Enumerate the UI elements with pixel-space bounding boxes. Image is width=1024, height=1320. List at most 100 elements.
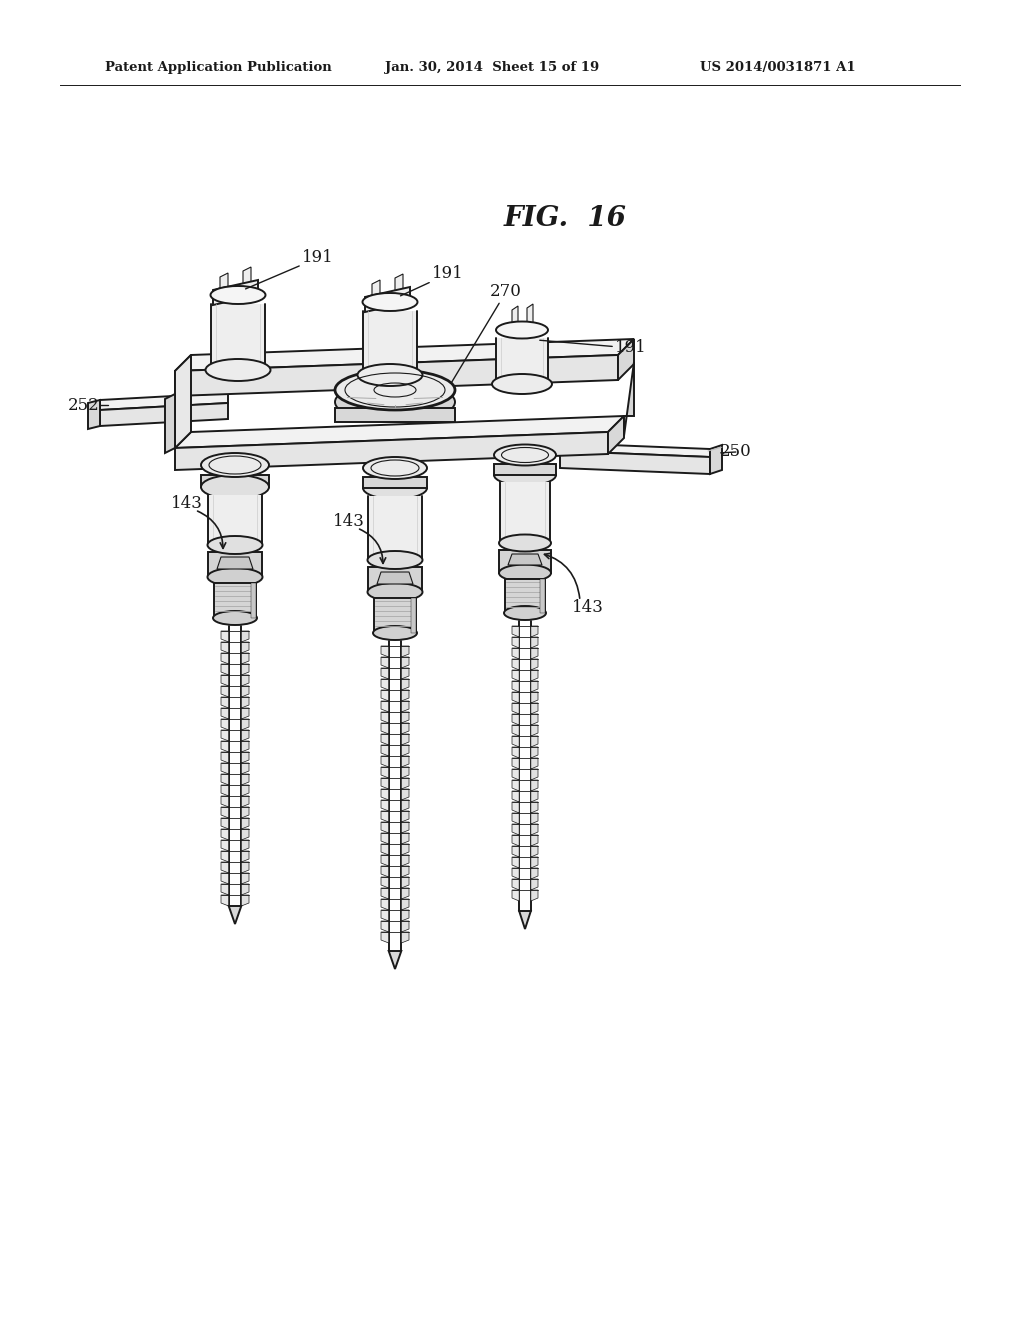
Ellipse shape [368,550,423,569]
Ellipse shape [362,457,427,479]
Polygon shape [221,697,228,708]
Polygon shape [512,306,518,335]
Text: 143: 143 [572,599,604,616]
Polygon shape [401,711,409,723]
Polygon shape [530,813,538,824]
Polygon shape [530,638,538,648]
Ellipse shape [211,286,265,304]
Text: 143: 143 [171,495,203,511]
Polygon shape [530,659,538,671]
Polygon shape [381,767,389,777]
Polygon shape [368,568,422,591]
Polygon shape [242,741,249,752]
Ellipse shape [362,477,427,499]
Polygon shape [221,653,228,664]
Polygon shape [401,921,409,932]
Polygon shape [221,829,228,840]
Polygon shape [499,550,551,573]
Polygon shape [362,477,427,488]
Polygon shape [505,579,545,612]
Polygon shape [221,774,228,785]
Polygon shape [401,876,409,888]
Ellipse shape [499,565,551,582]
Polygon shape [242,686,249,697]
Polygon shape [624,362,634,436]
Polygon shape [512,846,519,857]
Polygon shape [242,818,249,829]
Ellipse shape [335,370,455,411]
Text: FIG.  16: FIG. 16 [504,205,627,231]
Polygon shape [100,403,228,426]
Polygon shape [242,807,249,818]
Polygon shape [530,791,538,803]
Polygon shape [401,767,409,777]
Polygon shape [512,824,519,836]
Ellipse shape [494,445,556,466]
Polygon shape [381,909,389,921]
Polygon shape [512,879,519,890]
Ellipse shape [368,583,423,601]
Ellipse shape [494,465,556,486]
Polygon shape [381,843,389,855]
Polygon shape [221,719,228,730]
Text: US 2014/0031871 A1: US 2014/0031871 A1 [700,62,856,74]
Polygon shape [221,873,228,884]
Polygon shape [221,708,228,719]
Polygon shape [221,741,228,752]
Polygon shape [381,866,389,876]
Ellipse shape [208,568,262,586]
Polygon shape [512,714,519,725]
Polygon shape [242,862,249,873]
Polygon shape [512,791,519,803]
Polygon shape [381,744,389,756]
Polygon shape [530,681,538,692]
Polygon shape [401,899,409,909]
Polygon shape [381,833,389,843]
Ellipse shape [201,475,269,499]
Polygon shape [401,810,409,822]
Polygon shape [512,857,519,869]
Polygon shape [411,598,416,634]
Ellipse shape [335,381,455,422]
Polygon shape [217,557,253,569]
Polygon shape [530,780,538,791]
Polygon shape [401,734,409,744]
Polygon shape [221,840,228,851]
Polygon shape [530,836,538,846]
Polygon shape [175,432,608,470]
Polygon shape [381,734,389,744]
Polygon shape [242,730,249,741]
Polygon shape [530,824,538,836]
Polygon shape [242,697,249,708]
Polygon shape [381,921,389,932]
Polygon shape [401,645,409,657]
Polygon shape [381,723,389,734]
Polygon shape [211,304,265,366]
Polygon shape [381,756,389,767]
Polygon shape [512,626,519,638]
Polygon shape [512,890,519,902]
Polygon shape [512,638,519,648]
Polygon shape [540,579,545,612]
Polygon shape [381,690,389,701]
Ellipse shape [373,626,417,640]
Ellipse shape [208,536,262,554]
Polygon shape [401,866,409,876]
Polygon shape [512,681,519,692]
Polygon shape [213,280,258,305]
Polygon shape [401,822,409,833]
Polygon shape [242,763,249,774]
Polygon shape [221,686,228,697]
Ellipse shape [201,453,269,477]
Text: 143: 143 [333,513,365,531]
Polygon shape [512,803,519,813]
Polygon shape [530,846,538,857]
Polygon shape [512,671,519,681]
Polygon shape [512,704,519,714]
Polygon shape [512,692,519,704]
Text: 191: 191 [400,265,464,296]
Polygon shape [381,899,389,909]
Polygon shape [381,777,389,789]
Polygon shape [381,645,389,657]
Polygon shape [221,675,228,686]
